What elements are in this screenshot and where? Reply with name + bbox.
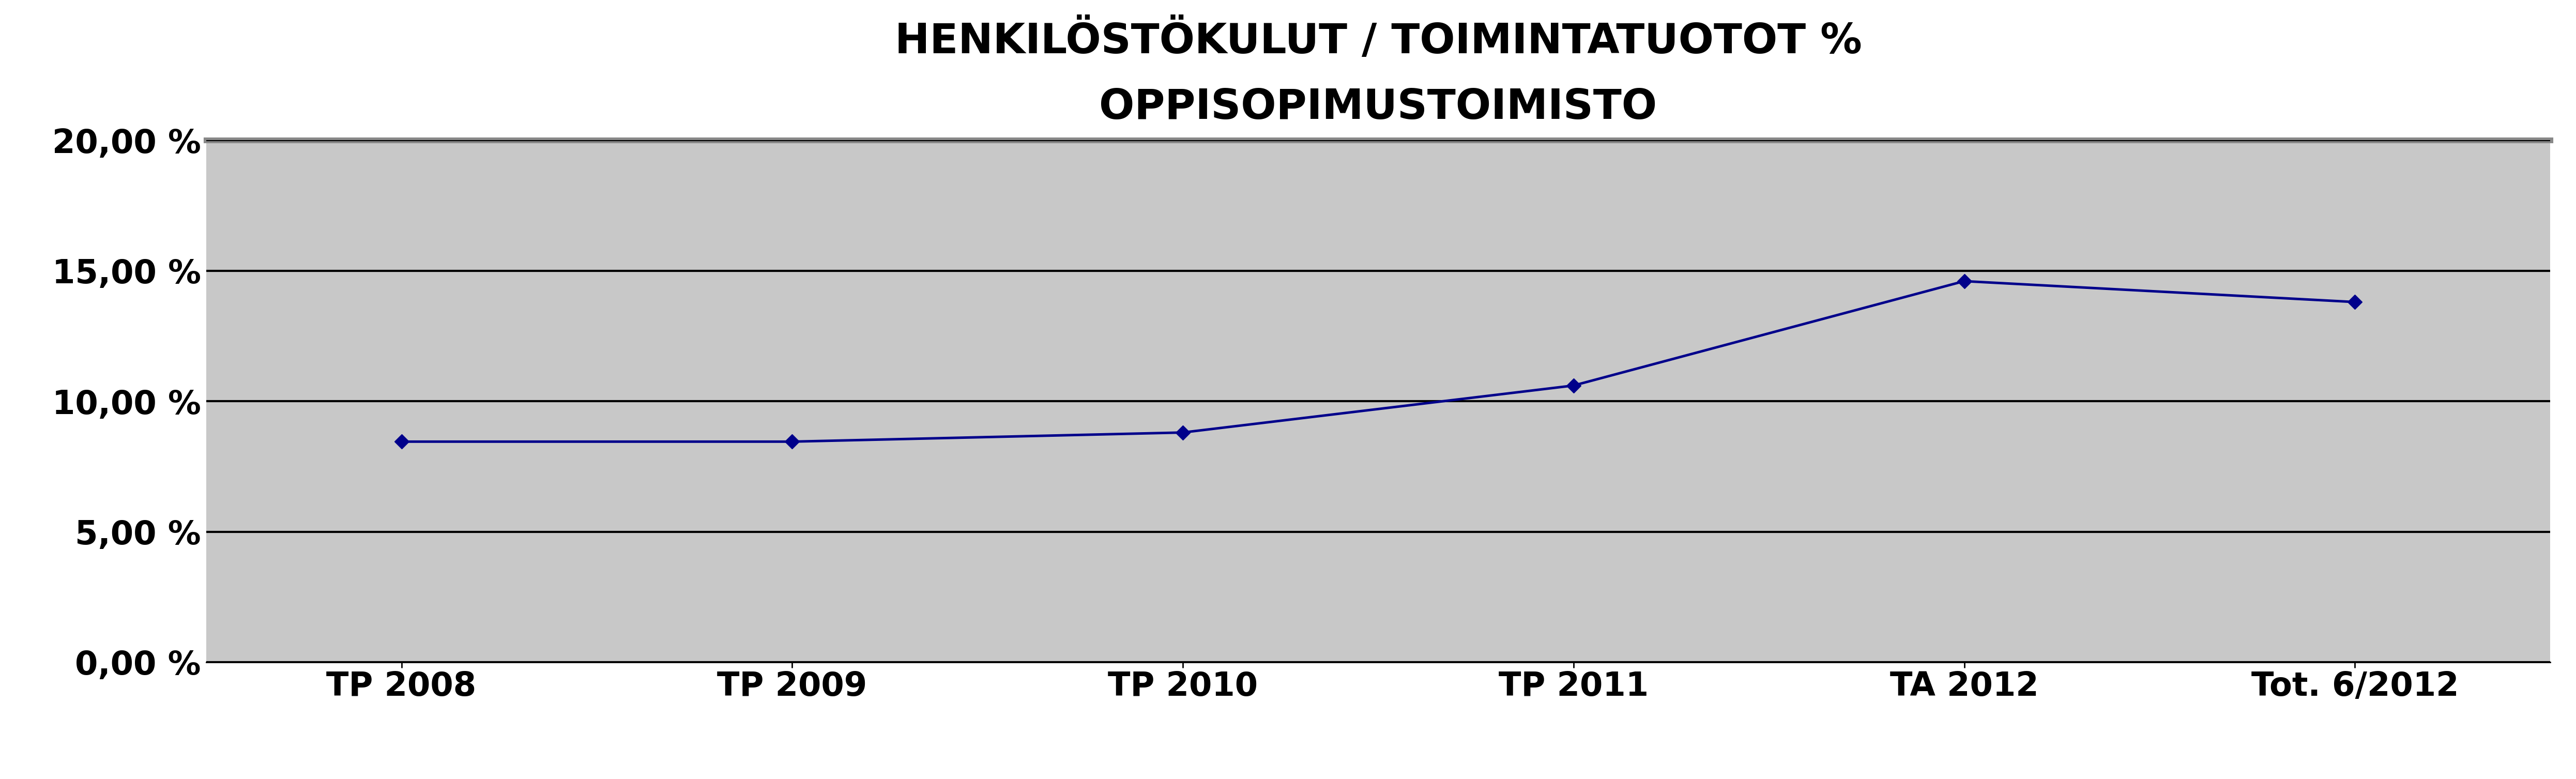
- Title: HENKILÖSTÖKULUT / TOIMINTATUOTOT %
OPPISOPIMUSTOIMISTO: HENKILÖSTÖKULUT / TOIMINTATUOTOT % OPPIS…: [894, 19, 1862, 128]
